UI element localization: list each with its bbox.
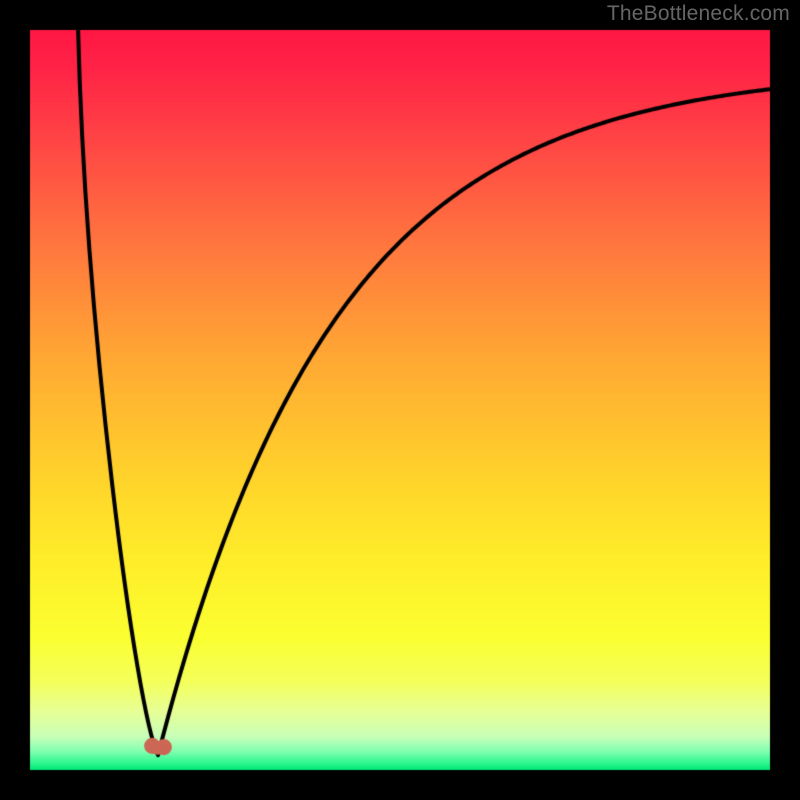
chart-stage: TheBottleneck.com <box>0 0 800 800</box>
bottleneck-plot-canvas <box>0 0 800 800</box>
watermark-label: TheBottleneck.com <box>607 2 790 26</box>
